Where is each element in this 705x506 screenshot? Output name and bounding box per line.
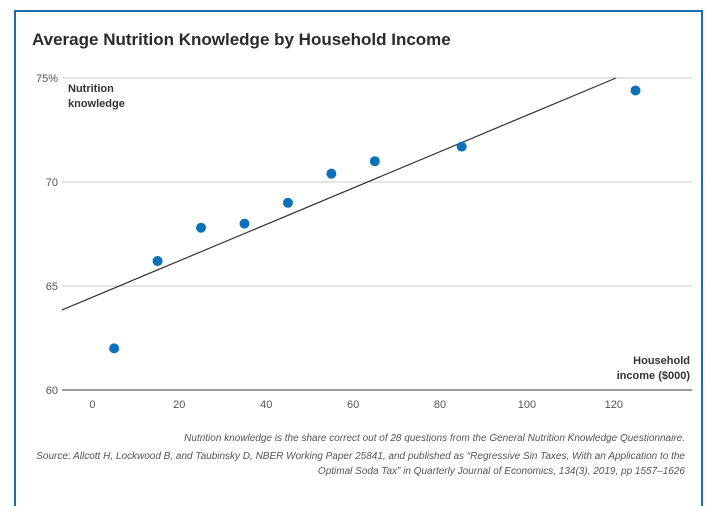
data-point (152, 256, 163, 267)
footnote: Nutrition knowledge is the share correct… (184, 433, 685, 444)
y-axis-label: Nutrition knowledge (68, 83, 125, 110)
x-axis-label: Household income ($000) (617, 355, 691, 382)
trend-line (61, 77, 617, 311)
x-tick-label: 60 (347, 399, 359, 411)
x-tick-label: 0 (89, 399, 95, 411)
data-point (369, 156, 380, 167)
data-point (282, 197, 293, 208)
data-point (109, 343, 120, 354)
y-tick-label: 60 (46, 385, 58, 397)
chart-frame (14, 10, 703, 506)
x-tick-label: 100 (518, 399, 536, 411)
y-tick-label: 65 (46, 281, 58, 293)
chart-title: Average Nutrition Knowledge by Household… (32, 30, 451, 49)
x-tick-label: 40 (260, 399, 272, 411)
data-point (239, 218, 250, 229)
data-point (630, 85, 641, 96)
x-tick-label: 80 (434, 399, 446, 411)
data-point (456, 141, 467, 152)
x-tick-label: 20 (173, 399, 185, 411)
data-point (196, 222, 207, 233)
y-tick-label: 70 (46, 177, 58, 189)
x-tick-label: 120 (605, 399, 623, 411)
data-point (326, 168, 337, 179)
source-note: Source: Allcott H, Lockwood B, and Taubi… (36, 451, 685, 477)
y-tick-label: 75% (36, 73, 58, 85)
